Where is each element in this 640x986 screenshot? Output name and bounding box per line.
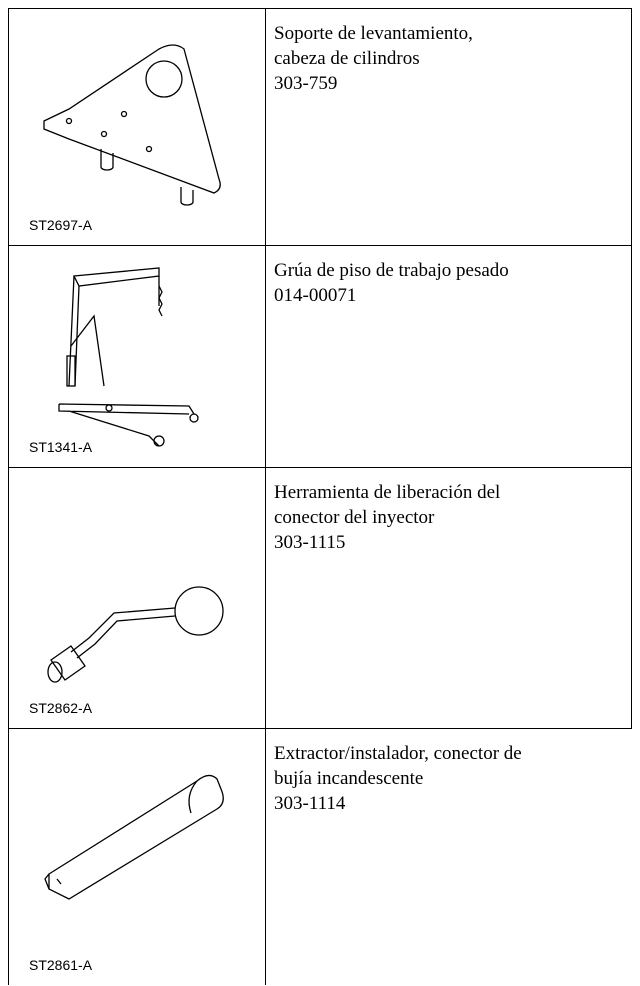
description: Extractor/instalador, conector de bujía i… xyxy=(274,741,522,816)
image-label: ST1341-A xyxy=(29,439,93,455)
image-label: ST2862-A xyxy=(29,700,93,716)
text-line: 303-759 xyxy=(274,73,338,94)
text-line: 303-1114 xyxy=(274,793,346,814)
illustration xyxy=(44,774,224,900)
text-line: Soporte de levantamiento, xyxy=(274,23,473,44)
illustration xyxy=(47,586,224,683)
text-line: Extractor/instalador, conector de xyxy=(274,743,522,764)
text-line: conector del inyector xyxy=(274,507,435,528)
text-line: Grúa de piso de trabajo pesado xyxy=(274,260,509,281)
illustration xyxy=(43,44,221,206)
description: Soporte de levantamiento, cabeza de cilin… xyxy=(274,21,473,96)
text-line: Herramienta de liberación del xyxy=(274,482,501,503)
table-row: ST2697-A Soporte de levantamiento, cabeza… xyxy=(8,8,632,245)
image-cell: ST2697-A xyxy=(9,9,266,245)
image-cell: ST2861-A xyxy=(9,729,266,985)
image-cell: ST2862-A xyxy=(9,468,266,728)
text-line: bujía incandescente xyxy=(274,768,424,789)
illustration xyxy=(58,267,199,447)
text-line: 303-1115 xyxy=(274,532,346,553)
text-line: cabeza de cilindros xyxy=(274,48,420,69)
image-label: ST2697-A xyxy=(29,217,93,233)
text-line: 014-00071 xyxy=(274,285,357,306)
description: Grúa de piso de trabajo pesado 014-00071 xyxy=(274,258,509,308)
image-cell: ST1341-A xyxy=(9,246,266,467)
table-row: ST2862-A Herramienta de liberación del co… xyxy=(8,467,632,728)
table-row: ST1341-A Grúa de piso de trabajo pesado 0… xyxy=(8,245,632,467)
image-label: ST2861-A xyxy=(29,957,93,973)
table-row: ST2861-A Extractor/instalador, conector … xyxy=(8,728,632,985)
description: Herramienta de liberación del conector de… xyxy=(274,480,500,555)
